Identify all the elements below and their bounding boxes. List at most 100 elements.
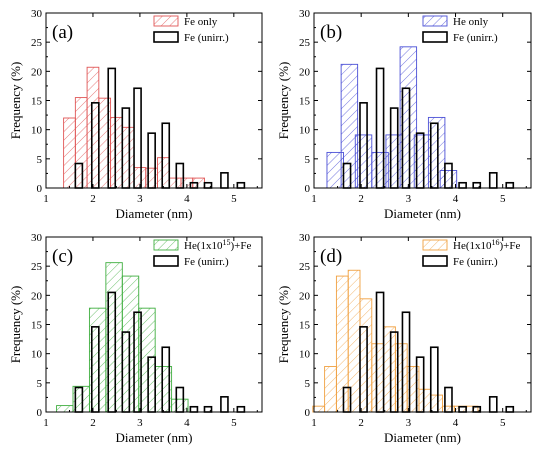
y-tick-label: 10 xyxy=(31,125,43,137)
histogram-bar xyxy=(505,181,515,189)
histogram-bar xyxy=(324,366,337,413)
chart-panel-b: 1 2 3 4 5 0 5 10 15 20 25 30 Diameter (nm) Frequency … xyxy=(276,8,532,221)
x-tick-label: 5 xyxy=(231,193,237,205)
legend-swatch xyxy=(422,255,448,267)
legend-label: Fe only xyxy=(184,16,218,28)
histogram-bar xyxy=(63,117,76,189)
y-tick-label: 10 xyxy=(31,349,43,361)
y-tick-label: 15 xyxy=(31,320,43,332)
y-tick-label: 10 xyxy=(299,125,311,137)
legend-label: Fe (unirr.) xyxy=(184,32,229,44)
histogram-bar xyxy=(418,388,432,413)
x-tick-label: 5 xyxy=(500,193,506,205)
y-axis-label: Frequency (%) xyxy=(276,62,291,140)
y-tick-label: 5 xyxy=(305,378,311,390)
x-tick-label: 4 xyxy=(453,193,459,205)
x-tick-label: 1 xyxy=(311,417,317,429)
y-tick-label: 25 xyxy=(31,261,43,273)
y-tick-label: 5 xyxy=(305,154,311,166)
y-tick-label: 0 xyxy=(305,407,311,419)
histogram-bar xyxy=(354,134,373,189)
histogram-bar xyxy=(189,405,199,413)
x-tick-label: 3 xyxy=(406,417,412,429)
y-tick-label: 25 xyxy=(299,37,311,49)
x-tick-label: 4 xyxy=(184,193,190,205)
histogram-bar xyxy=(157,157,170,189)
legend-swatch xyxy=(422,31,448,43)
y-tick-label: 30 xyxy=(31,8,43,20)
histogram-bar xyxy=(236,181,246,189)
y-tick-label: 0 xyxy=(37,183,43,195)
histogram-bar xyxy=(220,172,229,189)
histogram-bar xyxy=(312,405,326,413)
chart-panel-c: 1 2 3 4 5 0 5 10 15 20 25 30 Diameter (nm) Frequency … xyxy=(8,232,263,445)
x-tick-label: 5 xyxy=(500,417,506,429)
legend-swatch xyxy=(422,15,448,27)
histogram-bar xyxy=(488,396,498,413)
panel-label: (a) xyxy=(52,22,73,43)
x-axis-label: Diameter (nm) xyxy=(116,430,193,445)
legend: He(1x1016)+Fe Fe (unirr.) xyxy=(422,238,520,268)
x-tick-label: 1 xyxy=(43,193,49,205)
histogram-bar xyxy=(359,298,373,413)
y-tick-label: 5 xyxy=(37,378,43,390)
x-tick-label: 4 xyxy=(184,417,190,429)
histogram-bar xyxy=(335,275,349,413)
x-tick-label: 2 xyxy=(358,193,364,205)
histogram-bar xyxy=(171,398,189,413)
y-tick-label: 25 xyxy=(299,261,311,273)
y-tick-label: 0 xyxy=(305,183,311,195)
chart-panel-a: 1 2 3 4 5 0 5 10 15 20 25 30 Diameter (nm) Frequency … xyxy=(8,8,263,221)
histogram-bar xyxy=(121,126,135,189)
legend-label: Fe (unirr.) xyxy=(453,32,498,44)
chart-panel-d: 1 2 3 4 5 0 5 10 15 20 25 30 Diameter (nm) Frequency … xyxy=(276,232,532,445)
y-axis-label: Frequency (%) xyxy=(276,286,291,364)
legend-swatch xyxy=(153,31,179,43)
histogram-bar xyxy=(74,97,88,189)
panel-label: (b) xyxy=(320,22,342,43)
x-tick-label: 3 xyxy=(137,193,143,205)
histogram-bar xyxy=(110,116,123,189)
histogram-bar xyxy=(236,405,246,413)
histogram-bar xyxy=(168,177,182,189)
x-tick-label: 2 xyxy=(90,417,96,429)
panel-label: (d) xyxy=(320,246,342,267)
histogram-bar xyxy=(505,405,515,413)
histogram-bar xyxy=(121,275,140,413)
legend-label: Fe (unirr.) xyxy=(453,256,498,268)
y-axis-label: Frequency (%) xyxy=(8,62,23,140)
histogram-bar xyxy=(439,170,458,189)
histogram-bar xyxy=(371,343,385,413)
histogram-bar xyxy=(383,326,396,413)
legend: He only Fe (unirr.) xyxy=(422,15,498,44)
x-tick-label: 4 xyxy=(453,417,459,429)
legend-label: He(1x1015)+Fe xyxy=(184,238,251,253)
histogram-bar xyxy=(488,172,498,189)
legend-label: He(1x1016)+Fe xyxy=(453,238,520,253)
y-tick-label: 0 xyxy=(37,407,43,419)
y-tick-label: 30 xyxy=(299,8,311,20)
y-tick-label: 20 xyxy=(299,290,311,302)
x-tick-label: 3 xyxy=(137,417,143,429)
x-tick-label: 1 xyxy=(311,193,317,205)
y-tick-label: 30 xyxy=(31,232,43,244)
y-tick-label: 5 xyxy=(37,154,43,166)
x-tick-label: 1 xyxy=(43,417,49,429)
legend-swatch xyxy=(153,255,179,267)
y-tick-label: 25 xyxy=(31,37,43,49)
panel-label: (c) xyxy=(52,246,73,267)
x-axis-label: Diameter (nm) xyxy=(384,430,461,445)
legend: Fe only Fe (unirr.) xyxy=(153,15,229,44)
histogram-bar xyxy=(458,181,467,189)
x-tick-label: 3 xyxy=(406,193,412,205)
legend-label: He only xyxy=(453,16,489,28)
legend: He(1x1015)+Fe Fe (unirr.) xyxy=(153,238,251,268)
y-axis-label: Frequency (%) xyxy=(8,286,23,364)
legend-label: Fe (unirr.) xyxy=(184,256,229,268)
histogram-bar xyxy=(430,394,444,413)
y-tick-label: 15 xyxy=(31,96,43,108)
y-tick-label: 30 xyxy=(299,232,311,244)
y-tick-label: 15 xyxy=(299,320,311,332)
y-tick-label: 10 xyxy=(299,349,311,361)
x-tick-label: 5 xyxy=(231,417,237,429)
